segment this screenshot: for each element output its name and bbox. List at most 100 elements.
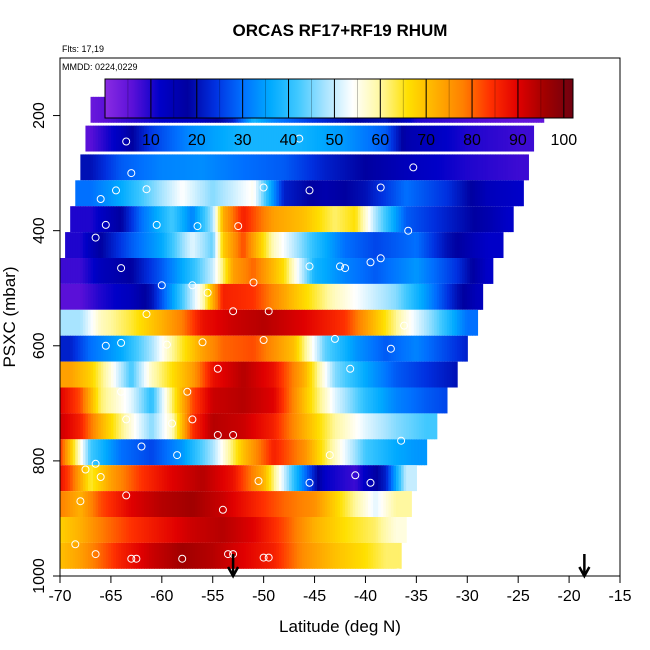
heatmap-cell: [179, 180, 183, 207]
heatmap-cell: [250, 413, 255, 440]
heatmap-cell: [449, 125, 453, 152]
heatmap-cell: [360, 232, 364, 259]
heatmap-cell: [215, 283, 219, 310]
heatmap-cell: [235, 465, 239, 492]
heatmap-cell: [95, 180, 99, 207]
heatmap-cell: [217, 206, 221, 233]
heatmap-cell: [497, 180, 501, 207]
heatmap-cell: [233, 465, 237, 492]
heatmap-cell: [207, 309, 211, 336]
heatmap-cell: [222, 180, 227, 207]
heatmap-cell: [322, 154, 326, 181]
heatmap-cell: [340, 465, 344, 492]
heatmap-cell: [306, 154, 311, 181]
heatmap-cell: [12, 543, 15, 569]
heatmap-cell: [373, 465, 377, 492]
heatmap-cell: [329, 125, 333, 152]
heatmap-cell: [60, 491, 64, 518]
heatmap-cell: [141, 335, 145, 362]
heatmap-cell: [413, 283, 417, 310]
heatmap-cell: [477, 206, 481, 233]
heatmap-cell: [27, 465, 30, 491]
heatmap-cell: [141, 517, 145, 543]
heatmap-cell: [350, 439, 354, 466]
heatmap-cell: [370, 439, 374, 466]
heatmap-cell: [233, 125, 237, 152]
heatmap-cell: [235, 335, 239, 362]
heatmap-cell: [210, 309, 214, 336]
heatmap-cell: [436, 335, 440, 362]
heatmap-cell: [477, 232, 481, 259]
heatmap-cell: [291, 125, 295, 152]
heatmap-cell: [88, 335, 92, 362]
heatmap-cell: [485, 154, 489, 181]
heatmap-cell: [401, 387, 405, 414]
heatmap-cell: [276, 361, 280, 388]
heatmap-cell: [220, 309, 224, 336]
heatmap-cell: [261, 413, 265, 440]
heatmap-cell: [80, 283, 84, 310]
heatmap-cell: [273, 154, 277, 181]
heatmap-cell: [250, 180, 255, 207]
heatmap-cell: [93, 517, 97, 543]
heatmap-cell: [273, 180, 277, 207]
heatmap-cell: [350, 180, 354, 207]
heatmap-cell: [464, 180, 468, 207]
heatmap-cell: [444, 154, 448, 181]
heatmap-cell: [421, 309, 425, 336]
heatmap-cell: [485, 232, 489, 259]
heatmap-cell: [60, 387, 64, 414]
heatmap-cell: [340, 125, 344, 152]
heatmap-cell: [309, 206, 313, 233]
heatmap-cell: [88, 180, 92, 207]
heatmap-cell: [62, 309, 66, 336]
heatmap-cell: [401, 283, 405, 310]
heatmap-cell: [357, 154, 361, 181]
heatmap-cell: [93, 125, 97, 152]
heatmap-cell: [347, 439, 351, 466]
heatmap-cell: [319, 206, 323, 233]
heatmap-cell: [388, 180, 392, 207]
heatmap-cell: [340, 439, 344, 466]
heatmap-cell: [441, 180, 445, 207]
heatmap-cell: [434, 206, 438, 233]
heatmap-cell: [240, 283, 244, 310]
heatmap-cell: [118, 361, 122, 388]
heatmap-cell: [217, 517, 221, 543]
heatmap-cell: [329, 206, 333, 233]
data-point: [264, 553, 273, 562]
heatmap-cell: [253, 491, 257, 518]
heatmap-cell: [108, 258, 112, 284]
heatmap-cell: [446, 232, 451, 259]
heatmap-cell: [324, 361, 328, 388]
heatmap-cell: [340, 154, 344, 181]
heatmap-cell: [233, 309, 237, 336]
heatmap-cell: [17, 491, 20, 517]
heatmap-cell: [93, 309, 97, 336]
heatmap-cell: [118, 439, 122, 466]
heatmap-cell: [128, 232, 132, 259]
heatmap-cell: [301, 335, 305, 362]
heatmap-cell: [403, 517, 407, 543]
heatmap-cell: [327, 154, 331, 181]
data-point: [188, 415, 197, 424]
heatmap-cell: [368, 154, 372, 181]
heatmap-cell: [103, 387, 107, 414]
heatmap-cell: [169, 180, 173, 207]
heatmap-cell: [375, 413, 379, 440]
heatmap-cell: [309, 387, 313, 414]
heatmap-cell: [446, 154, 451, 181]
heatmap-cell: [375, 517, 379, 543]
heatmap-cell: [360, 413, 364, 440]
heatmap-cell: [228, 335, 232, 362]
heatmap-cell: [77, 517, 81, 543]
data-point: [178, 554, 187, 563]
heatmap-cell: [50, 388, 53, 414]
heatmap-cell: [355, 439, 359, 466]
heatmap-cell: [205, 413, 209, 440]
heatmap-cell: [362, 361, 367, 388]
heatmap-cell: [245, 413, 249, 440]
heatmap-cell: [245, 542, 249, 569]
heatmap-cell: [123, 517, 127, 543]
heatmap-cell: [212, 387, 216, 414]
